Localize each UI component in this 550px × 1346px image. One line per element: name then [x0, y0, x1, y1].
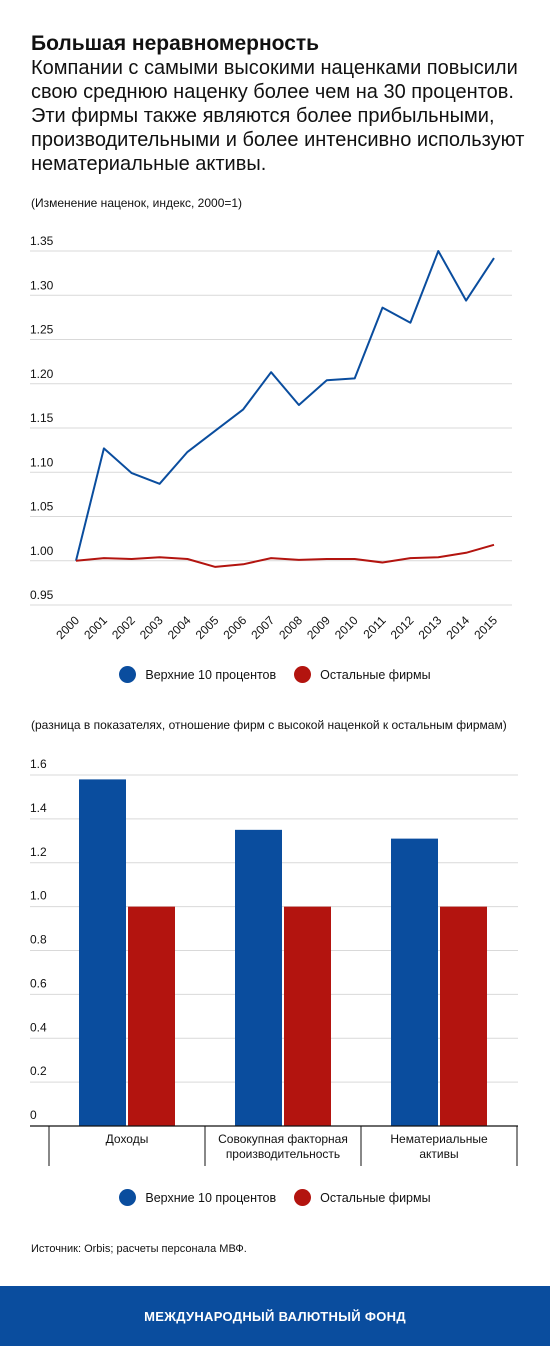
category-label: Нематериальные [390, 1132, 488, 1146]
y-tick-label: 0.95 [30, 588, 54, 602]
line-chart-legend: Верхние 10 процентов Остальные фирмы [0, 666, 550, 683]
y-tick-label: 1.2 [30, 845, 47, 859]
category-label: активы [419, 1147, 458, 1161]
y-tick-label: 1.05 [30, 500, 54, 514]
bar-chart-note: (разница в показателях, отношение фирм с… [31, 718, 507, 732]
bar-top [391, 838, 438, 1126]
x-tick-label: 2000 [53, 613, 82, 642]
legend-label-rest: Остальные фирмы [320, 667, 431, 682]
legend-label-top: Верхние 10 процентов [145, 667, 277, 682]
category-label: производительность [226, 1147, 340, 1161]
chart-subtitle: Компании с самыми высокими наценками пов… [31, 57, 525, 175]
category-label: Совокупная факторная [218, 1132, 348, 1146]
bar-top [79, 779, 126, 1126]
x-tick-label: 2007 [248, 613, 277, 642]
x-tick-label: 2014 [443, 613, 472, 642]
bar-rest [284, 906, 331, 1126]
legend-dot-rest [294, 666, 312, 683]
legend-dot-top [119, 1189, 137, 1206]
legend-item-top: Верхние 10 процентов [119, 1189, 276, 1206]
x-tick-label: 2002 [109, 613, 138, 642]
bar-chart: 1.6 1.4 1.2 1.0 0.8 0.6 0.4 0.2 0 Доходы Совокупна… [30, 757, 518, 1166]
bar-rest [128, 906, 175, 1126]
y-tick-label: 1.00 [30, 544, 54, 558]
y-tick-label: 1.6 [30, 757, 47, 771]
y-tick-label: 0 [30, 1108, 37, 1122]
y-tick-label: 1.30 [30, 278, 54, 292]
x-tick-label: 2008 [276, 613, 305, 642]
y-tick-label: 1.10 [30, 455, 54, 469]
chart-title: Большая неравномерность [31, 32, 320, 55]
y-tick-label: 1.25 [30, 323, 54, 337]
y-tick-label: 0.6 [30, 976, 47, 990]
legend-item-rest: Остальные фирмы [294, 666, 431, 683]
x-tick-label: 2011 [361, 613, 389, 641]
y-tick-label: 0.8 [30, 933, 47, 947]
y-tick-label: 1.4 [30, 801, 47, 815]
x-tick-label: 2015 [471, 613, 500, 642]
x-tick-label: 2010 [332, 613, 361, 642]
x-tick-label: 2009 [304, 613, 333, 642]
series-line-top [75, 250, 495, 562]
legend-dot-top [119, 666, 137, 683]
x-tick-label: 2005 [193, 613, 222, 642]
x-tick-label: 2003 [137, 613, 166, 642]
y-tick-label: 1.20 [30, 367, 54, 381]
y-tick-label: 1.0 [30, 889, 47, 903]
y-tick-label: 0.4 [30, 1020, 47, 1034]
legend-item-top: Верхние 10 процентов [119, 666, 276, 683]
footer-bar: МЕЖДУНАРОДНЫЙ ВАЛЮТНЫЙ ФОНД [0, 1286, 550, 1346]
x-tick-label: 2004 [165, 613, 194, 642]
legend-label-top: Верхние 10 процентов [145, 1190, 277, 1205]
series-line-rest [75, 543, 495, 568]
x-tick-label: 2001 [81, 613, 110, 642]
y-tick-label: 1.35 [30, 235, 54, 248]
y-tick-label: 1.15 [30, 411, 54, 425]
x-tick-label: 2013 [416, 613, 445, 642]
line-chart-note: (Изменение наценок, индекс, 2000=1) [31, 196, 243, 210]
bar-rest [440, 906, 487, 1126]
x-tick-label: 2006 [221, 613, 250, 642]
category-label: Доходы [106, 1132, 149, 1146]
y-tick-label: 0.2 [30, 1064, 47, 1078]
legend-item-rest: Остальные фирмы [294, 1189, 431, 1206]
bar-chart-legend: Верхние 10 процентов Остальные фирмы [0, 1189, 550, 1206]
line-chart: 1.35 1.30 1.25 1.20 1.15 1.10 1.05 1.00 0.95 2000… [30, 235, 512, 642]
legend-dot-rest [294, 1189, 312, 1206]
footer-org-name: МЕЖДУНАРОДНЫЙ ВАЛЮТНЫЙ ФОНД [144, 1308, 406, 1324]
source-note: Источник: Orbis; расчеты персонала МВФ. [31, 1243, 247, 1255]
bar-top [235, 829, 282, 1126]
x-tick-label: 2012 [388, 613, 417, 642]
legend-label-rest: Остальные фирмы [320, 1190, 431, 1205]
